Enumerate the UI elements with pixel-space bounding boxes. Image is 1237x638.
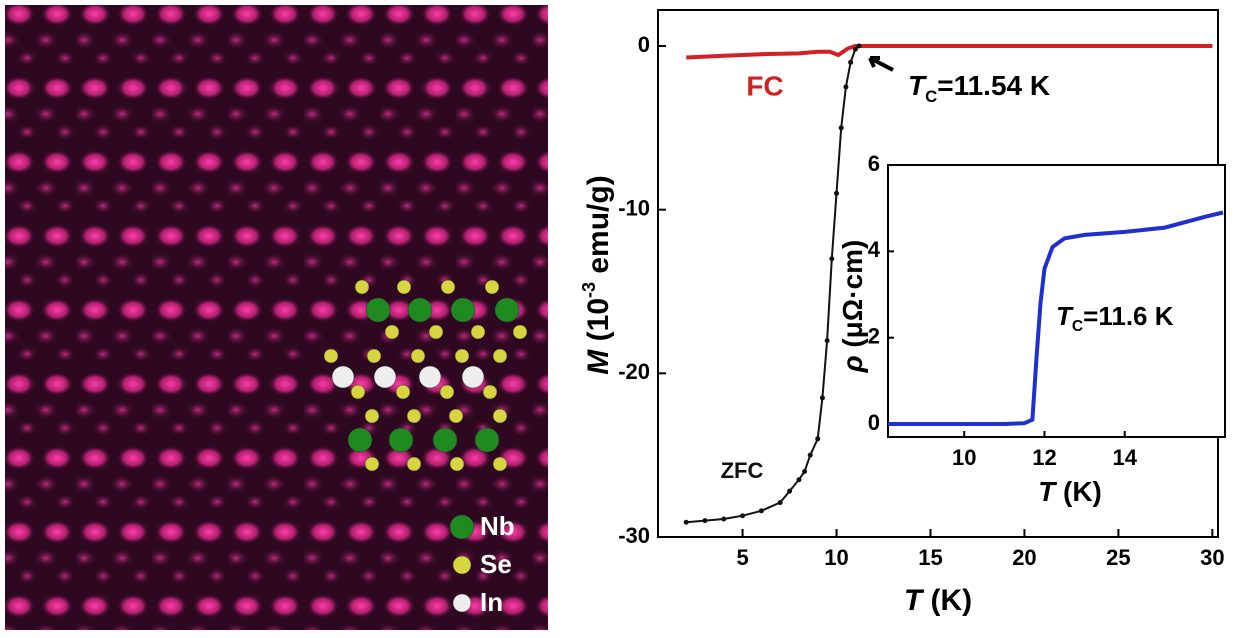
annotation-part: C: [1072, 318, 1083, 335]
x-tick-label: 30: [1200, 545, 1224, 570]
x-tick-label: 14: [1112, 445, 1137, 470]
series-marker: [834, 191, 839, 196]
series-marker: [839, 125, 844, 130]
series-label: ZFC: [721, 458, 764, 483]
x-tick-label: 12: [1032, 445, 1056, 470]
legend-marker: [450, 515, 474, 539]
legend-marker: [453, 556, 471, 574]
y-tick-label: 0: [868, 410, 880, 435]
series-marker: [721, 516, 726, 521]
x-axis-label: T (K): [1038, 476, 1102, 507]
annotation-part: C: [925, 87, 937, 106]
y-axis-label-part: -3: [579, 282, 599, 298]
series-marker: [702, 518, 707, 523]
y-axis-label-part: ρ: [837, 355, 868, 373]
y-tick-label: -10: [618, 195, 650, 220]
series-marker: [802, 469, 807, 474]
y-axis-label-part: emu/g): [582, 175, 615, 282]
y-tick-label: 6: [868, 151, 880, 176]
x-tick-label: 5: [736, 545, 748, 570]
x-tick-label: 10: [952, 445, 976, 470]
series-marker: [857, 44, 862, 49]
annotation-part: =11.54 K: [937, 70, 1050, 101]
legend-label: In: [480, 587, 503, 617]
series-marker: [684, 520, 689, 525]
series-marker: [825, 338, 830, 343]
y-tick-label: 2: [868, 324, 880, 349]
series-marker: [787, 489, 792, 494]
y-tick-label: -30: [618, 523, 650, 548]
annotation-part: =11.6 K: [1083, 301, 1174, 331]
x-tick-label: 15: [918, 545, 942, 570]
y-axis-label-part: (μΩ·cm): [837, 240, 868, 356]
series-marker: [820, 395, 825, 400]
series-marker: [796, 477, 801, 482]
y-tick-label: 4: [868, 237, 881, 262]
series-marker: [808, 453, 813, 458]
legend-marker: [453, 594, 471, 612]
legend-label: Se: [480, 549, 512, 579]
y-axis-label-part: M: [582, 349, 615, 375]
legend-label: Nb: [480, 511, 515, 541]
series-marker: [740, 513, 745, 518]
series-marker: [759, 508, 764, 513]
x-axis-label: T (K): [904, 584, 972, 617]
x-tick-label: 20: [1012, 545, 1036, 570]
x-axis-label-part: (K): [1055, 476, 1102, 507]
series-label: FC: [746, 70, 783, 101]
y-tick-label: 0: [638, 32, 650, 57]
x-tick-label: 25: [1106, 545, 1130, 570]
y-axis-label: ρ (μΩ·cm): [837, 240, 868, 374]
figure: NbSeIn 510152025300-10-20-30T (K)M (10-3…: [0, 0, 1237, 633]
y-axis-label: M (10-3 emu/g): [579, 175, 615, 374]
x-axis-label-part: (K): [922, 584, 972, 617]
series-marker: [843, 84, 848, 89]
series-marker: [815, 436, 820, 441]
series-marker: [829, 256, 834, 261]
series-marker: [778, 500, 783, 505]
y-axis-label-part: (10: [582, 298, 615, 350]
series-marker: [853, 47, 858, 52]
y-tick-label: -20: [618, 359, 650, 384]
x-tick-label: 10: [824, 545, 848, 570]
series-marker: [848, 60, 853, 65]
